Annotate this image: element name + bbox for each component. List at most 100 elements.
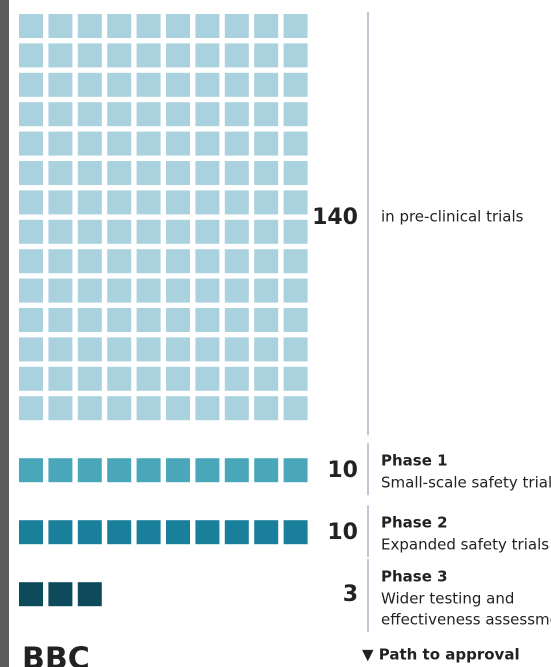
- square: [78, 161, 102, 185]
- square: [166, 337, 190, 361]
- square: [107, 308, 131, 332]
- square: [19, 220, 43, 244]
- square: [195, 190, 219, 214]
- square: [19, 367, 43, 391]
- square: [48, 14, 72, 38]
- square: [137, 161, 161, 185]
- square: [166, 279, 190, 303]
- square: [137, 190, 161, 214]
- square: [107, 279, 131, 303]
- square: [48, 582, 72, 606]
- square: [107, 161, 131, 185]
- square: [166, 220, 190, 244]
- square: [48, 367, 72, 391]
- logo: BBC: [22, 642, 90, 667]
- square: [78, 582, 102, 606]
- square: [225, 308, 249, 332]
- page: {"chart_data": {"type": "waffle", "group…: [0, 0, 551, 667]
- square: [137, 396, 161, 420]
- square: [284, 190, 308, 214]
- group-label: Small-scale safety trials: [381, 474, 551, 492]
- square: [137, 14, 161, 38]
- square: [166, 102, 190, 126]
- square: [166, 161, 190, 185]
- phase-label: Phase 3: [381, 568, 448, 586]
- square: [107, 367, 131, 391]
- square: [225, 520, 249, 544]
- count-label: 140: [312, 205, 358, 230]
- legend-note: ▼ Path to approval: [362, 646, 520, 664]
- square: [284, 43, 308, 67]
- square: [284, 249, 308, 273]
- square: [195, 308, 219, 332]
- square: [137, 520, 161, 544]
- square: [107, 132, 131, 156]
- square: [284, 520, 308, 544]
- square: [107, 102, 131, 126]
- square: [225, 14, 249, 38]
- square: [19, 161, 43, 185]
- square: [166, 190, 190, 214]
- square: [19, 396, 43, 420]
- square: [48, 337, 72, 361]
- square: [78, 249, 102, 273]
- square: [78, 43, 102, 67]
- square: [107, 396, 131, 420]
- square: [166, 73, 190, 97]
- square: [284, 102, 308, 126]
- square: [225, 367, 249, 391]
- square: [19, 308, 43, 332]
- square: [19, 73, 43, 97]
- square: [195, 220, 219, 244]
- square: [195, 279, 219, 303]
- square: [137, 249, 161, 273]
- square: [78, 458, 102, 482]
- square: [254, 73, 278, 97]
- square: [166, 520, 190, 544]
- square: [137, 73, 161, 97]
- square: [195, 132, 219, 156]
- square: [78, 132, 102, 156]
- group-label: in pre-clinical trials: [381, 208, 524, 226]
- square: [225, 220, 249, 244]
- square: [225, 73, 249, 97]
- square: [48, 396, 72, 420]
- square: [19, 582, 43, 606]
- square: [48, 220, 72, 244]
- square: [48, 73, 72, 97]
- square: [225, 249, 249, 273]
- square: [254, 458, 278, 482]
- square: [19, 102, 43, 126]
- square: [107, 249, 131, 273]
- square: [19, 132, 43, 156]
- square: [284, 308, 308, 332]
- square: [19, 14, 43, 38]
- square: [48, 279, 72, 303]
- count-label: 3: [343, 582, 358, 607]
- square: [254, 190, 278, 214]
- square: [195, 73, 219, 97]
- square: [48, 190, 72, 214]
- square: [195, 102, 219, 126]
- square: [254, 249, 278, 273]
- square: [225, 161, 249, 185]
- square: [78, 337, 102, 361]
- square: [137, 308, 161, 332]
- square: [195, 14, 219, 38]
- square: [137, 102, 161, 126]
- group-label: effectiveness assessment: [381, 611, 551, 629]
- phase-label: Phase 1: [381, 452, 448, 470]
- square: [166, 14, 190, 38]
- square: [254, 279, 278, 303]
- square: [225, 279, 249, 303]
- square: [254, 14, 278, 38]
- square: [166, 396, 190, 420]
- square: [107, 520, 131, 544]
- square: [254, 43, 278, 67]
- square: [78, 220, 102, 244]
- count-label: 10: [327, 520, 358, 545]
- square: [195, 396, 219, 420]
- square: [19, 43, 43, 67]
- square: [137, 43, 161, 67]
- square: [78, 190, 102, 214]
